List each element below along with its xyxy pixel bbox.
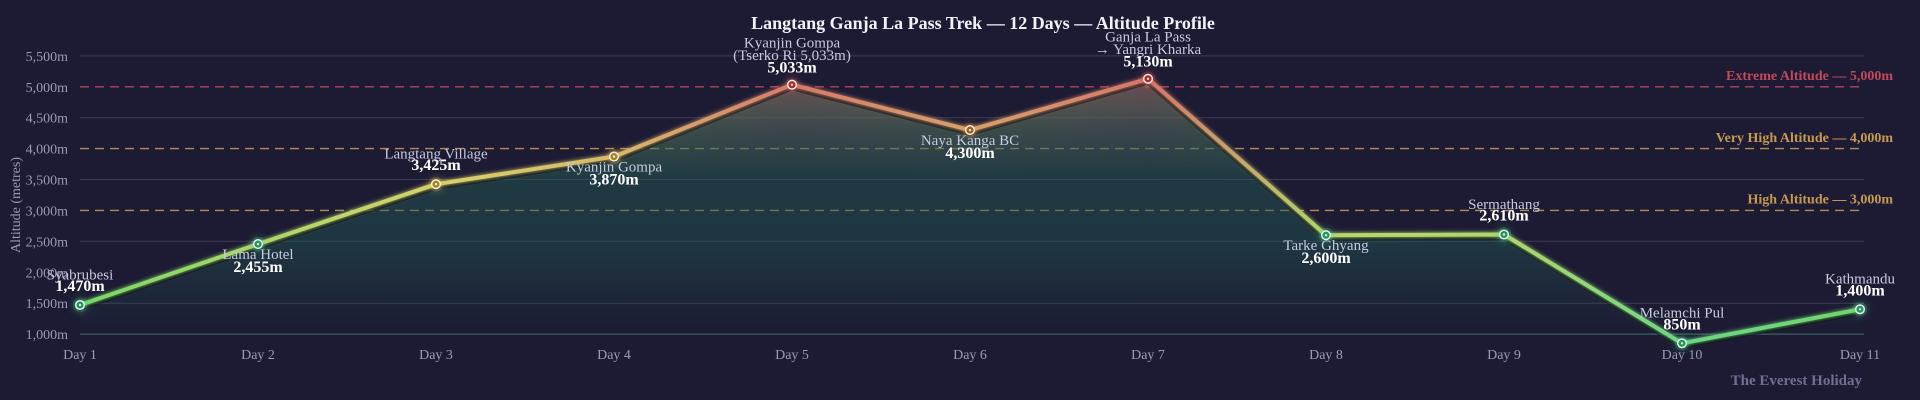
svg-text:3,870m: 3,870m [589,172,639,189]
svg-text:4,000m: 4,000m [26,143,69,158]
svg-text:2,610m: 2,610m [1479,208,1529,225]
svg-text:1,400m: 1,400m [1835,282,1885,299]
svg-text:850m: 850m [1663,316,1701,333]
svg-text:3,500m: 3,500m [26,174,69,189]
svg-text:High Altitude — 3,000m: High Altitude — 3,000m [1748,193,1894,208]
svg-text:3,000m: 3,000m [26,204,69,219]
svg-text:Day 10: Day 10 [1662,348,1703,363]
svg-text:5,033m: 5,033m [767,60,817,77]
svg-text:Day 9: Day 9 [1487,348,1521,363]
svg-text:2,000m: 2,000m [26,266,69,281]
svg-text:1,000m: 1,000m [26,328,69,343]
svg-text:Extreme Altitude — 5,000m: Extreme Altitude — 5,000m [1726,69,1893,84]
svg-text:2,455m: 2,455m [233,259,283,276]
svg-text:Altitude (metres): Altitude (metres) [9,157,24,253]
svg-text:Day 6: Day 6 [953,348,987,363]
svg-text:5,130m: 5,130m [1123,54,1173,71]
svg-text:1,500m: 1,500m [26,297,69,312]
svg-text:Very High Altitude — 4,000m: Very High Altitude — 4,000m [1716,131,1894,146]
svg-text:Day 7: Day 7 [1131,348,1165,363]
svg-text:The Everest Holiday: The Everest Holiday [1731,373,1863,389]
svg-text:2,500m: 2,500m [26,235,69,250]
svg-text:Day 2: Day 2 [241,348,275,363]
svg-text:5,000m: 5,000m [26,81,69,96]
svg-text:4,500m: 4,500m [26,112,69,127]
svg-text:Day 5: Day 5 [775,348,809,363]
svg-text:Langtang Ganja La Pass Trek —: Langtang Ganja La Pass Trek — 12 Days — … [751,13,1215,33]
svg-text:2,600m: 2,600m [1301,250,1351,267]
svg-text:Day 4: Day 4 [597,348,631,363]
svg-text:Day 1: Day 1 [63,348,97,363]
svg-text:5,500m: 5,500m [26,50,69,65]
svg-text:3,425m: 3,425m [411,157,461,174]
svg-text:Day 3: Day 3 [419,348,453,363]
svg-text:4,300m: 4,300m [945,145,995,162]
svg-text:Day 8: Day 8 [1309,348,1343,363]
svg-text:Day 11: Day 11 [1840,348,1880,363]
